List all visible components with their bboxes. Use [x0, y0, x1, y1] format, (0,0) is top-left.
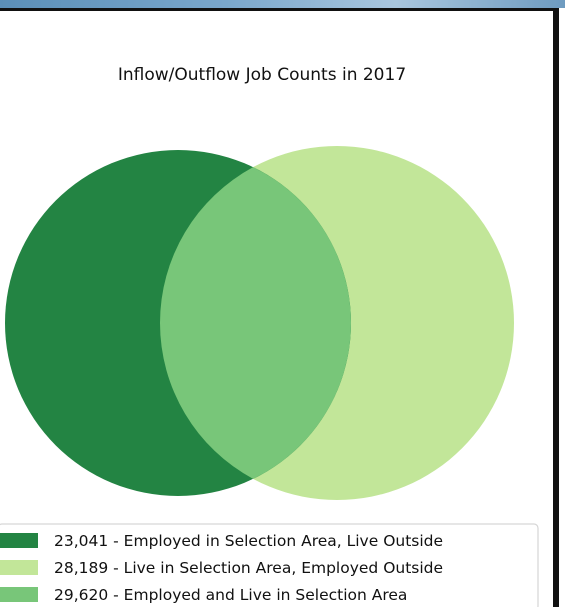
legend-swatch: [0, 533, 38, 548]
window-top-border: [0, 8, 565, 11]
legend-label: 28,189 - Live in Selection Area, Employe…: [54, 559, 443, 577]
legend-label: 23,041 - Employed in Selection Area, Liv…: [54, 532, 443, 550]
legend-label: 29,620 - Employed and Live in Selection …: [54, 586, 407, 604]
chart-legend: 23,041 - Employed in Selection Area, Liv…: [0, 523, 539, 607]
window-right-border: [553, 8, 559, 607]
legend-frame: [0, 523, 539, 607]
legend-swatch: [0, 587, 38, 602]
window-right-gutter: [559, 8, 565, 607]
venn-diagram: [5, 146, 514, 500]
chart-title: Inflow/Outflow Job Counts in 2017: [118, 65, 406, 85]
venn-overlap-region: [159, 167, 351, 479]
venn-chart: Inflow/Outflow Job Counts in 2017 23,041…: [0, 65, 539, 607]
window-top-strip: [0, 0, 565, 8]
legend-swatch: [0, 560, 38, 575]
